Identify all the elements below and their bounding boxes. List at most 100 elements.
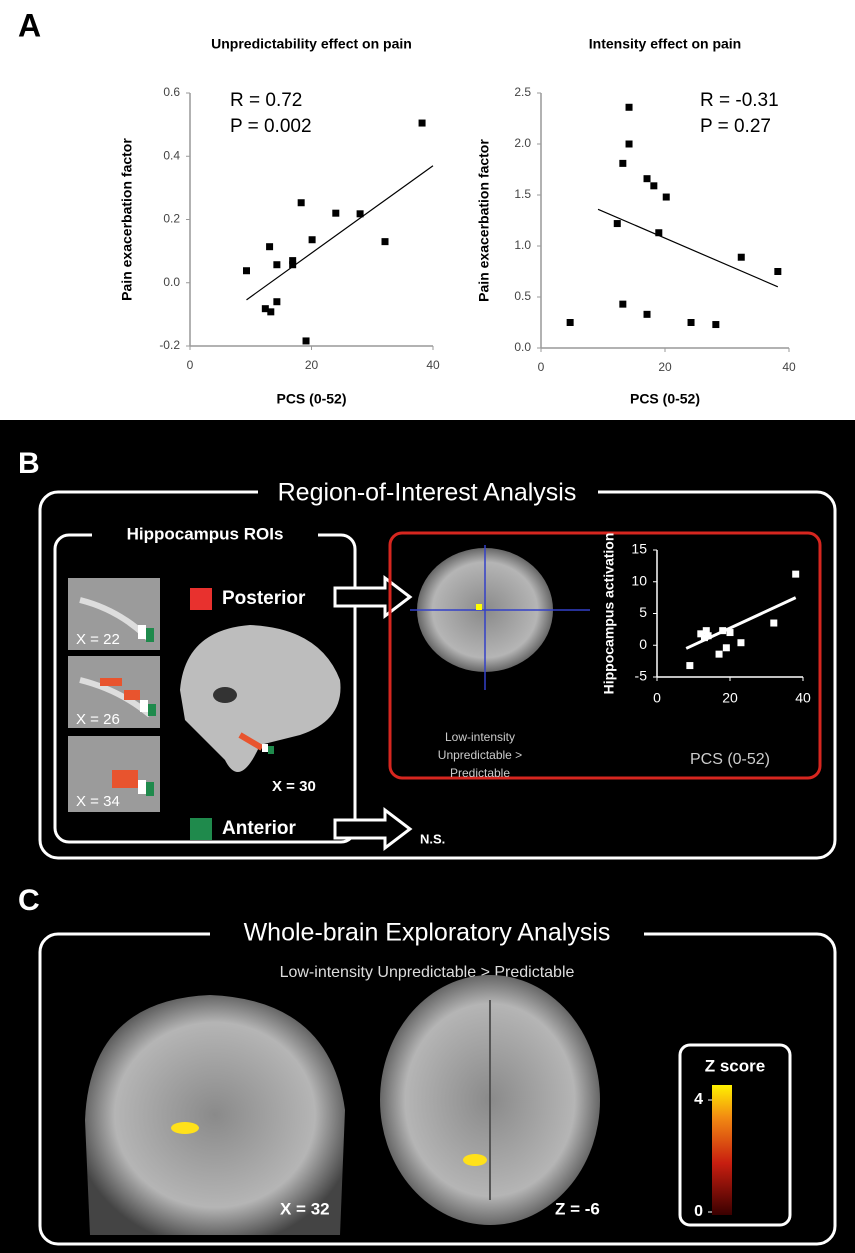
point	[716, 651, 723, 658]
colorbar-tick-label: 4	[694, 1091, 703, 1108]
anterior-label: Anterior	[222, 818, 297, 839]
y-tick-label: 1.0	[514, 238, 531, 252]
axial-brain	[380, 975, 600, 1225]
point	[712, 321, 719, 328]
point	[619, 160, 626, 167]
point	[309, 236, 316, 243]
point	[382, 238, 389, 245]
y-axis-label: Pain exacerbation factor	[476, 139, 492, 302]
point	[644, 311, 651, 318]
point	[737, 639, 744, 646]
point	[650, 182, 657, 189]
y-axis-label: Pain exacerbation factor	[119, 138, 135, 301]
x-tick-label: 20	[722, 690, 738, 706]
posterior-swatch	[190, 588, 212, 610]
point	[792, 571, 799, 578]
chart-title: Unpredictability effect on pain	[211, 36, 412, 52]
point	[686, 662, 693, 669]
roi-subtitle: Hippocampus ROIs	[127, 524, 284, 543]
sagittal-label: X = 32	[280, 1199, 330, 1218]
chart-title: Intensity effect on pain	[589, 36, 741, 52]
colorbar	[712, 1085, 732, 1215]
y-tick-label: 5	[639, 604, 647, 620]
ns-label: N.S.	[420, 831, 445, 846]
x-tick-label: 20	[658, 360, 672, 374]
slice-label: X = 34	[76, 793, 120, 810]
y-tick-label: -0.2	[159, 338, 180, 352]
point	[289, 261, 296, 268]
panel-label: B	[18, 447, 40, 480]
y-tick-label: 10	[631, 572, 647, 588]
point	[303, 337, 310, 344]
x-tick-label: 0	[653, 690, 661, 706]
x-tick-label: 40	[782, 360, 796, 374]
y-tick-label: 0.2	[163, 212, 180, 226]
figure: A B Region-of-Interest Analysis Hippocam…	[0, 0, 855, 1253]
y-axis-label: Hippocampus activation	[601, 533, 617, 695]
slice-images	[68, 578, 160, 812]
y-tick-label: 2.5	[514, 85, 531, 99]
y-tick-label: -5	[635, 668, 648, 684]
y-tick-label: 0.4	[163, 148, 180, 162]
point	[267, 308, 274, 315]
roi-title: Region-of-Interest Analysis	[278, 479, 577, 507]
sagittal-label: X = 30	[272, 778, 316, 795]
point	[273, 261, 280, 268]
x-tick-label: 0	[187, 358, 194, 372]
point	[626, 104, 633, 111]
colorbar-title: Z score	[705, 1056, 765, 1075]
y-tick-label: 0.6	[163, 85, 180, 99]
panel-label: A	[18, 7, 41, 43]
point	[332, 210, 339, 217]
point	[644, 175, 651, 182]
y-tick-label: 0	[639, 636, 647, 652]
point	[626, 141, 633, 148]
y-tick-label: 0.5	[514, 289, 531, 303]
anterior-swatch	[190, 818, 212, 840]
point	[266, 243, 273, 250]
x-tick-label: 20	[305, 358, 319, 372]
x-tick-label: 40	[426, 358, 440, 372]
y-tick-label: 2.0	[514, 136, 531, 150]
x-axis-label: PCS (0-52)	[630, 391, 700, 407]
colorbar-tick-label: 0	[694, 1203, 703, 1220]
point	[719, 627, 726, 634]
point	[567, 319, 574, 326]
annotation: P = 0.002	[230, 116, 312, 137]
point	[298, 199, 305, 206]
point	[663, 194, 670, 201]
point	[738, 254, 745, 261]
y-tick-label: 0.0	[163, 275, 180, 289]
point	[619, 301, 626, 308]
point	[357, 210, 364, 217]
slice-label: X = 22	[76, 631, 120, 648]
y-tick-label: 1.5	[514, 187, 531, 201]
point	[655, 229, 662, 236]
x-axis-label: PCS (0-52)	[690, 751, 770, 768]
contrast-label: Unpredictable >	[438, 748, 522, 762]
point	[614, 220, 621, 227]
point	[273, 298, 280, 305]
axial-label: Z = -6	[555, 1199, 600, 1218]
posterior-label: Posterior	[222, 588, 306, 609]
slice-label: X = 26	[76, 711, 120, 728]
point	[723, 644, 730, 651]
wb-contrast: Low-intensity Unpredictable > Predictabl…	[280, 964, 575, 981]
annotation: R = 0.72	[230, 90, 302, 111]
x-tick-label: 40	[795, 690, 811, 706]
contrast-label: Low-intensity	[445, 730, 515, 744]
x-tick-label: 0	[538, 360, 545, 374]
point	[770, 620, 777, 627]
annotation: R = -0.31	[700, 90, 779, 111]
point	[688, 319, 695, 326]
y-tick-label: 15	[631, 541, 647, 557]
point	[705, 632, 712, 639]
panel-label: C	[18, 884, 40, 917]
point	[243, 267, 250, 274]
annotation: P = 0.27	[700, 116, 771, 137]
y-tick-label: 0.0	[514, 340, 531, 354]
point	[419, 120, 426, 127]
point	[727, 629, 734, 636]
point	[774, 268, 781, 275]
x-axis-label: PCS (0-52)	[276, 391, 346, 407]
